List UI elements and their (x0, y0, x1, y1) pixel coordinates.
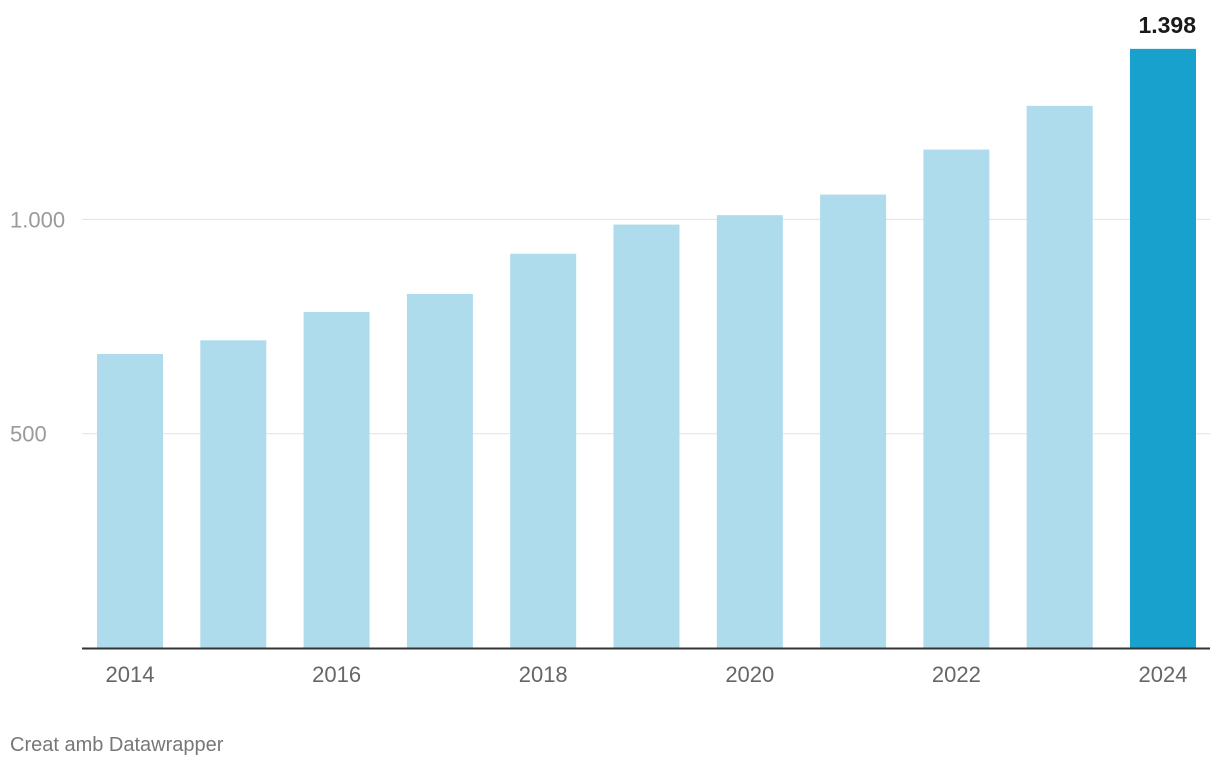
x-tick-label-2024: 2024 (1139, 662, 1188, 687)
value-label-2024: 1.398 (1138, 12, 1196, 38)
x-tick-label-2014: 2014 (106, 662, 155, 687)
bar-2017 (406, 294, 473, 648)
bar-2016 (303, 312, 370, 648)
y-tick-label: 1.000 (10, 207, 65, 232)
bar-2015 (200, 340, 267, 648)
x-tick-label-2016: 2016 (312, 662, 361, 687)
bar-2024 (1130, 48, 1196, 649)
bar-2022 (923, 149, 990, 649)
bar-2023 (1026, 105, 1093, 649)
x-tick-label-2020: 2020 (725, 662, 774, 687)
labels: 500 1.000 1.398 2014 2016 2018 2020 2022 2024 (10, 12, 1196, 687)
bar-2019 (613, 224, 680, 649)
x-tick-label-2022: 2022 (932, 662, 981, 687)
x-tick-label-2018: 2018 (519, 662, 568, 687)
y-tick-label: 500 (10, 422, 47, 447)
bar-2018 (510, 253, 577, 648)
credit-text: Creat amb Datawrapper (10, 734, 224, 756)
bars (97, 48, 1196, 649)
bar-2020 (716, 215, 783, 648)
bar-2014 (97, 354, 163, 648)
bar-2021 (820, 194, 887, 649)
